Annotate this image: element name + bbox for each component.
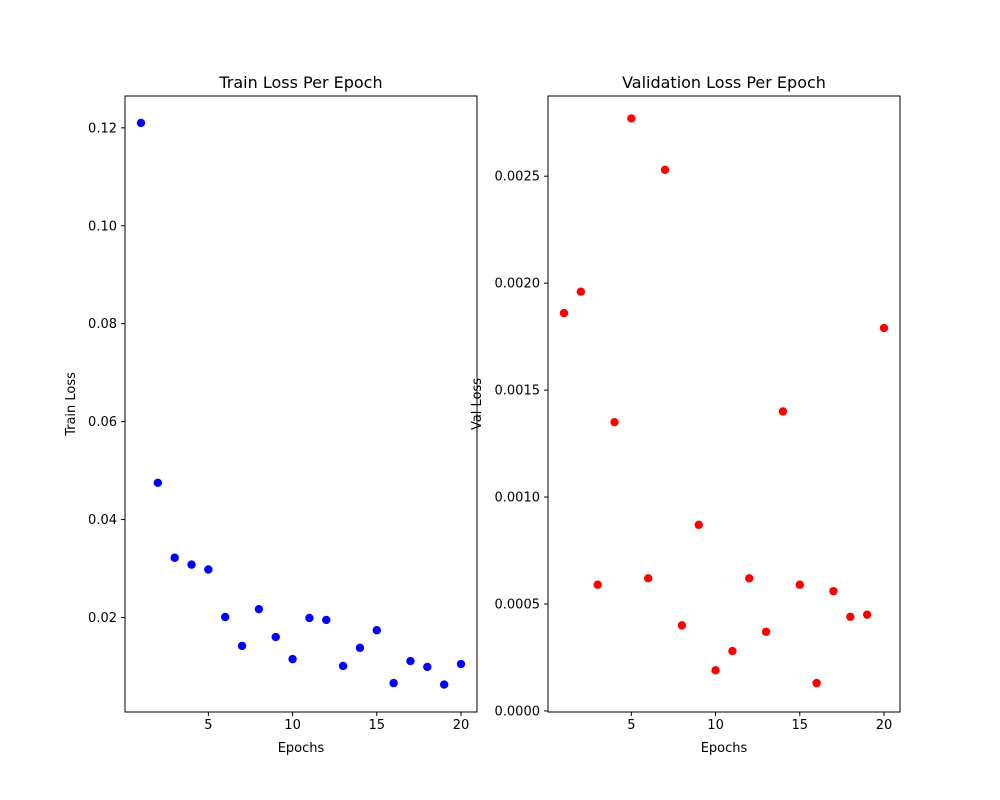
- train-loss-point: [187, 560, 196, 569]
- val-loss-point: [576, 287, 586, 296]
- train-loss-point: [153, 478, 163, 488]
- train-loss-point: [423, 662, 432, 672]
- train-loss-ytick-label: 0.12: [88, 121, 117, 136]
- val-loss-xtick-label: 15: [792, 718, 809, 733]
- train-loss-point: [237, 641, 247, 651]
- train-loss-point: [136, 118, 146, 128]
- train-loss-point: [456, 659, 466, 669]
- train-loss-point: [271, 632, 280, 642]
- val-loss-point: [761, 627, 771, 636]
- train-loss-point: [372, 626, 381, 635]
- val-loss-point: [862, 610, 872, 619]
- train-loss-point: [204, 565, 213, 574]
- val-loss-point: [846, 612, 855, 622]
- train-loss-point: [221, 612, 230, 622]
- val-loss-point: [644, 574, 653, 583]
- train-loss-point: [288, 654, 297, 664]
- val-loss-point: [812, 678, 821, 688]
- val-loss-xticks: 5 10 15 20: [627, 712, 892, 733]
- val-loss-ylabel: Val Loss: [470, 378, 485, 430]
- val-loss-point: [694, 520, 703, 530]
- val-loss-xtick-label: 20: [876, 718, 893, 733]
- train-loss-point: [305, 613, 314, 623]
- train-loss-xtick-label: 20: [453, 718, 470, 733]
- train-loss-xtick-label: 5: [204, 718, 212, 733]
- train-loss-point: [254, 604, 264, 614]
- val-loss-points: [559, 114, 889, 688]
- val-loss-point: [745, 574, 754, 583]
- val-loss-point: [627, 114, 636, 123]
- val-loss-point: [593, 580, 602, 589]
- val-loss-xtick-label: 10: [707, 718, 724, 733]
- val-loss-ytick-label: 0.0000: [495, 704, 541, 719]
- val-loss-xlabel: Epochs: [701, 741, 748, 756]
- val-loss-point: [778, 407, 788, 416]
- train-loss-ytick-label: 0.02: [88, 611, 117, 626]
- val-loss-point: [610, 417, 619, 427]
- train-loss-xticks: 5 10 15 20: [204, 712, 469, 733]
- train-loss-ytick-label: 0.04: [88, 513, 117, 528]
- train-loss-ytick-label: 0.08: [88, 317, 117, 332]
- train-loss-xtick-label: 10: [284, 718, 301, 733]
- val-loss-point: [879, 323, 889, 333]
- val-loss-point: [795, 580, 804, 589]
- val-loss-ytick-label: 0.0015: [495, 384, 541, 399]
- train-loss-xlabel: Epochs: [278, 741, 325, 756]
- train-loss-point: [439, 680, 449, 689]
- train-loss-point: [406, 656, 415, 666]
- val-loss-xtick-label: 5: [627, 718, 635, 733]
- train-loss-point: [389, 678, 398, 688]
- train-loss-point: [322, 615, 331, 625]
- val-loss-ytick-label: 0.0025: [495, 170, 541, 185]
- train-loss-point: [170, 553, 179, 562]
- train-loss-ytick-label: 0.10: [88, 219, 117, 234]
- train-loss-ylabel: Train Loss: [64, 372, 79, 437]
- val-loss-ytick-label: 0.0005: [495, 597, 541, 612]
- train-loss-ytick-label: 0.06: [88, 415, 117, 430]
- train-loss-points: [136, 118, 466, 689]
- val-loss-point: [559, 308, 569, 318]
- val-loss-point: [677, 621, 687, 630]
- val-loss-ytick-label: 0.0010: [495, 491, 541, 506]
- val-loss-point: [829, 586, 838, 596]
- train-loss-plot-frame: [124, 95, 478, 713]
- val-loss-ytick-label: 0.0020: [495, 277, 541, 292]
- val-loss-yticks: 0.0000 0.0005 0.0010 0.0015 0.0020 0.0025: [495, 170, 548, 719]
- val-loss-point: [711, 666, 720, 675]
- val-loss-plot-frame: [547, 95, 901, 713]
- val-loss-point: [728, 646, 737, 656]
- train-loss-yticks: 0.02 0.04 0.06 0.08 0.10 0.12: [88, 121, 125, 626]
- train-loss-subplot: Train Loss Per Epoch Epochs Train Loss 5…: [64, 73, 478, 756]
- val-loss-title: Validation Loss Per Epoch: [622, 73, 826, 92]
- val-loss-point: [660, 165, 670, 174]
- train-loss-xtick-label: 15: [369, 718, 386, 733]
- train-loss-point: [338, 661, 348, 671]
- train-loss-title: Train Loss Per Epoch: [218, 73, 382, 92]
- train-loss-point: [355, 643, 365, 653]
- val-loss-subplot: Validation Loss Per Epoch Epochs Val Los…: [470, 73, 901, 756]
